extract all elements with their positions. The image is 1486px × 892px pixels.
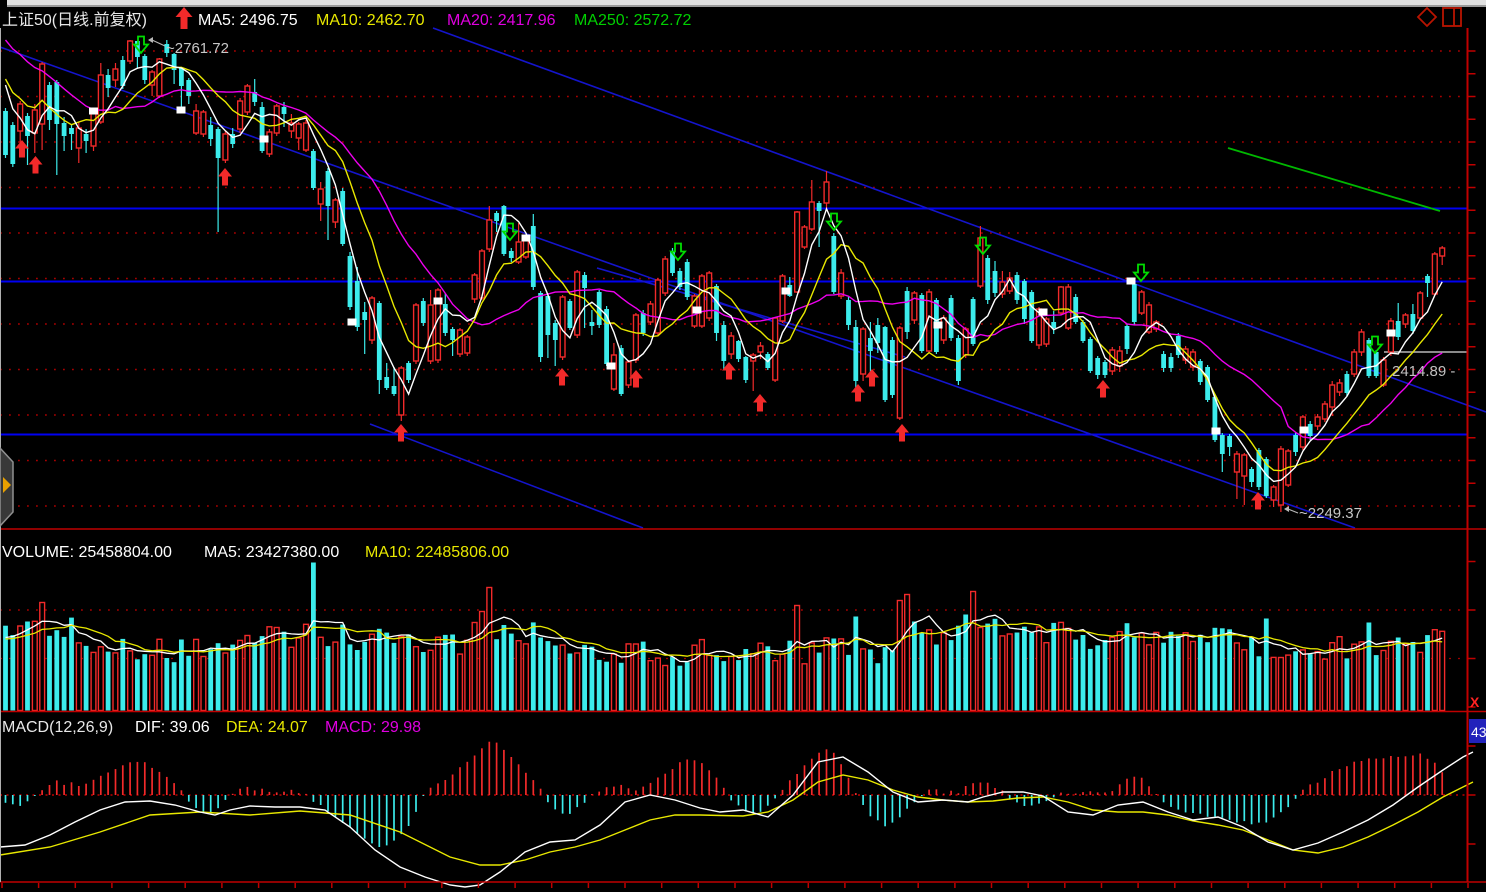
svg-text:MA20: 2417.96: MA20: 2417.96 [447, 12, 556, 29]
svg-text:MA10: 2462.70: MA10: 2462.70 [316, 12, 425, 29]
svg-text:DIF: 39.06: DIF: 39.06 [135, 719, 210, 736]
svg-text:X: X [1470, 694, 1480, 710]
svg-text:VOLUME: 25458804.00: VOLUME: 25458804.00 [2, 544, 172, 561]
svg-text:MA10: 22485806.00: MA10: 22485806.00 [365, 544, 509, 561]
svg-text:MA5: 2496.75: MA5: 2496.75 [198, 12, 298, 29]
svg-text:MA250: 2572.72: MA250: 2572.72 [574, 12, 692, 29]
svg-text:MACD(12,26,9): MACD(12,26,9) [2, 719, 113, 736]
svg-text:~2761.72: ~2761.72 [166, 40, 229, 57]
svg-text:43: 43 [1471, 724, 1486, 740]
svg-text:MACD: 29.98: MACD: 29.98 [325, 719, 421, 736]
svg-text:2414.89 -: 2414.89 - [1392, 363, 1455, 380]
svg-text:~2249.37: ~2249.37 [1299, 505, 1362, 522]
svg-text:上证50(日线.前复权): 上证50(日线.前复权) [2, 11, 147, 29]
svg-text:MA5: 23427380.00: MA5: 23427380.00 [204, 544, 339, 561]
svg-text:DEA: 24.07: DEA: 24.07 [226, 719, 308, 736]
